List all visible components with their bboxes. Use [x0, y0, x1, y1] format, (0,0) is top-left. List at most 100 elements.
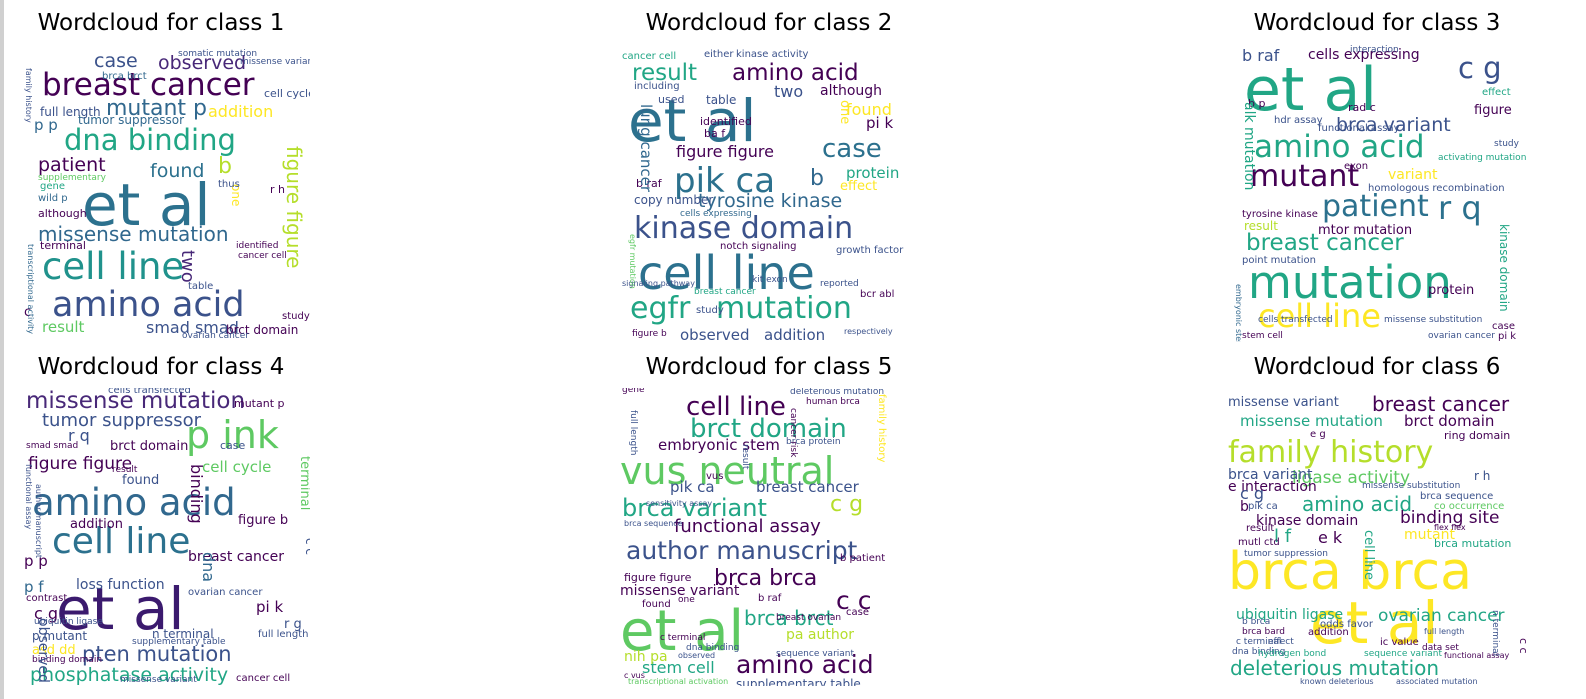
cloud-word: ligase activity	[1292, 468, 1411, 488]
wordcloud-canvas: et al cell line kinase domain egfr mutation p…	[620, 44, 918, 342]
cloud-word: deleterious mutation	[1230, 656, 1440, 680]
cloud-word: transcriptional activity	[26, 244, 35, 335]
cloud-word: nih pa	[624, 649, 668, 665]
cloud-word: vus neutral	[620, 449, 835, 493]
cloud-word: phosphatase activity	[30, 664, 229, 686]
cloud-word: n terminal	[152, 627, 214, 641]
wordcloud-panel-3: Wordcloud for class 3 et al mutation cell …	[1222, 8, 1532, 353]
cloud-word: brca sequence	[624, 519, 683, 528]
cloud-word: vus	[706, 471, 724, 482]
cloud-word: variant	[1388, 167, 1438, 183]
cloud-word: full length	[628, 410, 638, 456]
cloud-word: missense substitution	[1384, 315, 1483, 325]
cloud-word: pi k	[256, 598, 284, 616]
cloud-word: brct domain	[1404, 412, 1495, 430]
cloud-word: brca brct	[102, 71, 147, 82]
cloud-word: pi k	[866, 114, 894, 132]
cloud-word: e interaction	[1228, 479, 1317, 495]
cloud-word: et al	[620, 599, 745, 664]
cloud-word: two	[177, 250, 198, 283]
cloud-word: although	[820, 83, 883, 99]
cloud-word: missense mutation	[1240, 412, 1383, 430]
cloud-word: addition	[208, 102, 274, 121]
cloud-word: case	[94, 50, 138, 72]
cloud-word: brca variant	[1228, 467, 1313, 483]
cloud-word: mtor mutation	[1318, 223, 1413, 238]
cloud-word: b	[218, 154, 232, 179]
cloud-word: associated mutation	[1396, 677, 1478, 686]
cloud-word: kinase domain	[1497, 224, 1511, 312]
cloud-word: b brca	[1242, 617, 1271, 627]
cloud-word: tumor suppressor	[78, 113, 185, 127]
cloud-word: patient	[38, 154, 106, 176]
cloud-word: figure figure	[624, 571, 692, 584]
cloud-word: functional assay	[1444, 651, 1510, 660]
cloud-word: b	[1240, 499, 1249, 515]
cloud-word: cancer cell	[236, 673, 291, 684]
cloud-word: kinase domain	[634, 211, 854, 246]
cloud-word: author manuscript	[626, 536, 858, 565]
cloud-word: cell line	[42, 245, 185, 288]
cloud-word: c c	[303, 538, 310, 555]
cloud-word: p p	[24, 552, 48, 570]
cloud-word: breast ovarian	[776, 613, 842, 623]
cloud-word: sequence variant	[1364, 649, 1443, 659]
cloud-word: cell cycle	[202, 458, 272, 476]
cloud-word: c c	[836, 586, 872, 615]
cloud-word: supplementary	[38, 173, 106, 183]
cloud-word: e k	[1318, 528, 1343, 547]
cloud-word: smad smad	[26, 441, 79, 451]
cloud-word: result	[1244, 219, 1278, 233]
cloud-word: family history	[876, 394, 887, 463]
cloud-word: breast cancer	[1372, 392, 1510, 416]
cloud-word: cell line	[638, 246, 815, 300]
cloud-word: figure figure	[28, 454, 133, 474]
cloud-word: two	[774, 82, 804, 101]
cloud-word: smad smad	[146, 318, 239, 337]
cloud-word: pik ca	[670, 478, 715, 496]
wordcloud-canvas: brca brca et al family history deleterious …	[1228, 388, 1526, 686]
cloud-word: c g	[34, 604, 59, 623]
cloud-word: amino acid	[52, 285, 245, 325]
cloud-word: c g	[1458, 51, 1502, 85]
cloud-word: exon	[1344, 161, 1369, 172]
cloud-word: bcr abl	[860, 289, 895, 300]
cloud-word: dna binding	[1232, 647, 1286, 657]
cloud-word: human brca	[806, 397, 860, 407]
cloud-word: reported	[820, 279, 859, 289]
cloud-word: missense variant	[1228, 395, 1339, 410]
cloud-word: result	[740, 444, 750, 470]
cloud-word: table	[706, 93, 737, 107]
cloud-word: contrast	[26, 593, 68, 604]
cloud-word: dna binding	[686, 643, 740, 653]
cloud-word: embryonic stem	[1234, 284, 1243, 342]
cloud-word: pa author	[786, 627, 855, 643]
cloud-word: e g	[1310, 429, 1326, 440]
cloud-word: family history	[1228, 435, 1434, 470]
cloud-word: found	[846, 100, 892, 119]
wordcloud-panel-6: Wordcloud for class 6 brca brca et al fami…	[1222, 352, 1532, 697]
cloud-word: et al	[1244, 55, 1377, 125]
cloud-word: dna	[199, 552, 218, 583]
cloud-word: identified	[700, 115, 752, 128]
cloud-word: co occurrence	[1434, 501, 1505, 512]
cloud-word: c g	[1240, 484, 1265, 503]
cloud-word: r h	[270, 183, 285, 196]
cloud-word: addition	[764, 326, 826, 343]
cloud-word: et al	[628, 87, 757, 155]
cloud-word: tumor suppressor	[42, 410, 202, 431]
cloud-word: dna binding	[64, 123, 236, 157]
cloud-word: c terminal	[1236, 637, 1282, 647]
cloud-word: brct domain	[226, 323, 299, 337]
cloud-word: b patient	[840, 553, 886, 564]
cloud-word: brct domain	[690, 414, 847, 444]
cloud-word: cancer cell	[622, 51, 677, 62]
cloud-word: terminal	[40, 239, 86, 252]
cloud-word: breast cancer	[756, 478, 859, 496]
cloud-word: binding	[187, 464, 206, 524]
cloud-word: respectively	[844, 327, 893, 336]
cloud-word: stem cell	[642, 658, 715, 677]
cloud-word: p f	[24, 578, 44, 596]
cloud-word: pik ca	[674, 161, 776, 201]
cloud-word: n terminal	[1490, 610, 1500, 657]
